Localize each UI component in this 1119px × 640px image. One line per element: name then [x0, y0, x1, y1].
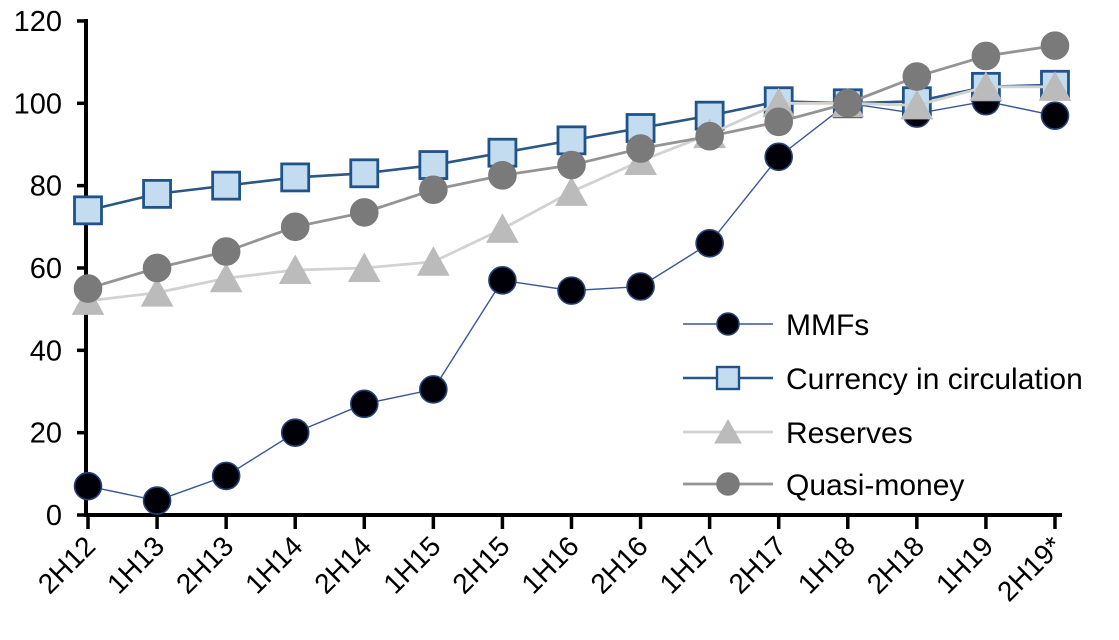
data-point-marker [833, 89, 863, 118]
data-point-marker [211, 237, 241, 266]
data-point-marker [1040, 31, 1070, 60]
data-point-marker [211, 461, 241, 491]
data-point-marker [211, 170, 242, 201]
y-tick-label: 0 [46, 500, 62, 532]
data-point-marker [73, 274, 103, 303]
data-point-marker [142, 486, 172, 515]
data-point-marker [557, 150, 586, 180]
series-mmfs [73, 86, 1070, 515]
data-point-marker [280, 162, 311, 193]
data-point-marker [73, 195, 103, 226]
legend-label-mmfs: MMFs [786, 309, 869, 342]
data-point-marker [1038, 71, 1072, 101]
y-axis: 0 20 40 60 80 100 120 [14, 6, 86, 532]
y-tick-label: 40 [30, 335, 62, 367]
data-point-marker [764, 107, 794, 137]
y-tick-label: 120 [14, 6, 62, 38]
legend-marker-mmfs [716, 312, 740, 336]
data-point-marker [1040, 101, 1070, 130]
legend-marker-quasi-money [716, 472, 740, 496]
y-tick-label: 20 [30, 418, 62, 450]
data-point-marker [969, 71, 1003, 101]
data-point-marker [349, 198, 379, 227]
data-point-marker [488, 266, 517, 295]
data-point-marker [349, 158, 380, 189]
data-point-marker [556, 125, 587, 156]
data-point-marker [419, 375, 448, 404]
data-point-marker [555, 176, 588, 206]
legend-marker-reserves [714, 418, 742, 444]
x-tick-label: 2H17 [723, 530, 792, 599]
legend-item-reserves: Reserves [683, 417, 913, 450]
data-point-marker [73, 471, 103, 501]
x-tick-label: 1H19 [930, 530, 999, 599]
data-point-marker [418, 150, 449, 180]
x-tick-label: 1H13 [101, 530, 170, 599]
data-point-marker [902, 62, 932, 91]
legend-item-currency-in-circulation: Currency in circulation [683, 363, 1083, 396]
x-tick-label: 2H13 [170, 530, 239, 599]
x-tick-label: 2H14 [308, 530, 377, 599]
data-point-marker [280, 212, 310, 242]
data-point-marker [280, 418, 310, 447]
legend-label-quasi-money: Quasi-money [786, 469, 964, 502]
data-point-marker [347, 252, 381, 282]
x-tick-label: 2H18 [861, 530, 930, 599]
x-tick-label: 1H18 [792, 530, 861, 599]
data-point-marker [764, 142, 794, 172]
y-tick-label: 80 [30, 171, 62, 203]
data-point-marker [278, 254, 312, 285]
x-axis: 2H12 1H13 2H13 1H14 2H14 1H15 2H15 1H16 2H16 1H17… [32, 516, 1068, 607]
y-tick-label: 100 [14, 88, 62, 120]
y-tick-label: 60 [30, 253, 62, 285]
data-point-marker [971, 41, 1001, 71]
data-point-marker [488, 161, 517, 190]
legend-label-currency-in-circulation: Currency in circulation [786, 363, 1083, 396]
data-point-marker [626, 272, 655, 301]
legend-label-reserves: Reserves [786, 417, 913, 450]
data-point-marker [626, 134, 655, 163]
x-tick-label: 2H12 [32, 530, 101, 599]
data-point-marker [419, 175, 448, 205]
legend-marker-currency-in-circulation [715, 365, 741, 391]
data-point-marker [142, 253, 172, 283]
data-point-marker [557, 276, 586, 305]
data-point-marker [695, 121, 724, 151]
legend-item-mmfs: MMFs [683, 309, 869, 342]
data-point-marker [140, 277, 174, 307]
data-point-marker [900, 89, 934, 120]
x-tick-label: 1H16 [515, 530, 584, 599]
x-tick-label: 1H17 [654, 530, 723, 599]
data-point-marker [417, 246, 450, 276]
x-tick-label: 2H15 [446, 530, 515, 599]
x-tick-label: 2H16 [585, 530, 654, 599]
x-tick-label: 2H19* [991, 530, 1068, 607]
series-quasi-money [73, 31, 1070, 303]
data-point-marker [142, 178, 172, 209]
x-tick-label: 1H14 [239, 530, 308, 599]
data-point-marker [349, 389, 379, 419]
x-tick-label: 1H15 [377, 530, 446, 599]
legend: MMFs Currency in circulation Reserves Quasi… [683, 309, 1083, 502]
legend-item-quasi-money: Quasi-money [683, 469, 964, 502]
data-point-marker [209, 262, 243, 293]
data-point-marker [695, 228, 724, 258]
data-point-marker [486, 213, 519, 243]
